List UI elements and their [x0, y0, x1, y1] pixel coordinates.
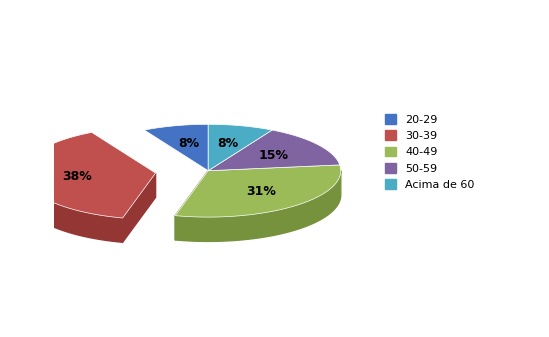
- Text: 8%: 8%: [217, 137, 239, 150]
- Text: 15%: 15%: [259, 149, 289, 161]
- Polygon shape: [208, 130, 340, 171]
- Text: 8%: 8%: [178, 137, 199, 150]
- Legend: 20-29, 30-39, 40-49, 50-59, Acima de 60: 20-29, 30-39, 40-49, 50-59, Acima de 60: [382, 111, 478, 193]
- Polygon shape: [23, 132, 155, 218]
- Polygon shape: [122, 173, 155, 242]
- Polygon shape: [175, 165, 341, 217]
- Polygon shape: [144, 124, 208, 171]
- Polygon shape: [175, 171, 208, 240]
- Polygon shape: [208, 124, 272, 171]
- Polygon shape: [175, 171, 341, 241]
- Text: 31%: 31%: [246, 185, 276, 198]
- Text: 38%: 38%: [62, 170, 92, 183]
- Polygon shape: [23, 173, 122, 242]
